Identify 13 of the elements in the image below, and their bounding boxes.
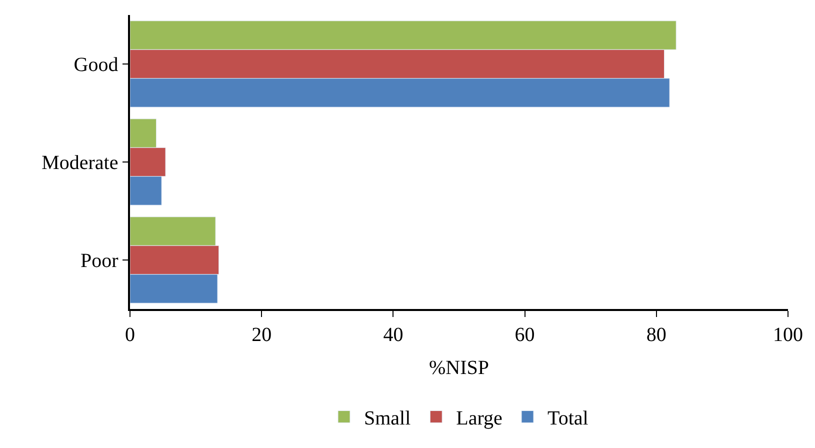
x-axis-title: %NISP xyxy=(428,356,490,379)
y-tick-label: Poor xyxy=(80,250,119,272)
legend-label: Total xyxy=(548,408,589,430)
legend-label: Small xyxy=(364,408,412,430)
y-tick-label: Good xyxy=(74,54,118,76)
x-tick-label: 100 xyxy=(773,324,803,346)
x-tick-label: 20 xyxy=(252,324,272,346)
y-tick-label: Moderate xyxy=(42,152,118,174)
x-tick-label: 60 xyxy=(514,324,535,346)
x-tick-label: 80 xyxy=(646,324,666,346)
x-tick-label: 40 xyxy=(383,324,404,346)
legend-label: Large xyxy=(456,408,503,430)
x-tick-label: 0 xyxy=(125,324,135,346)
